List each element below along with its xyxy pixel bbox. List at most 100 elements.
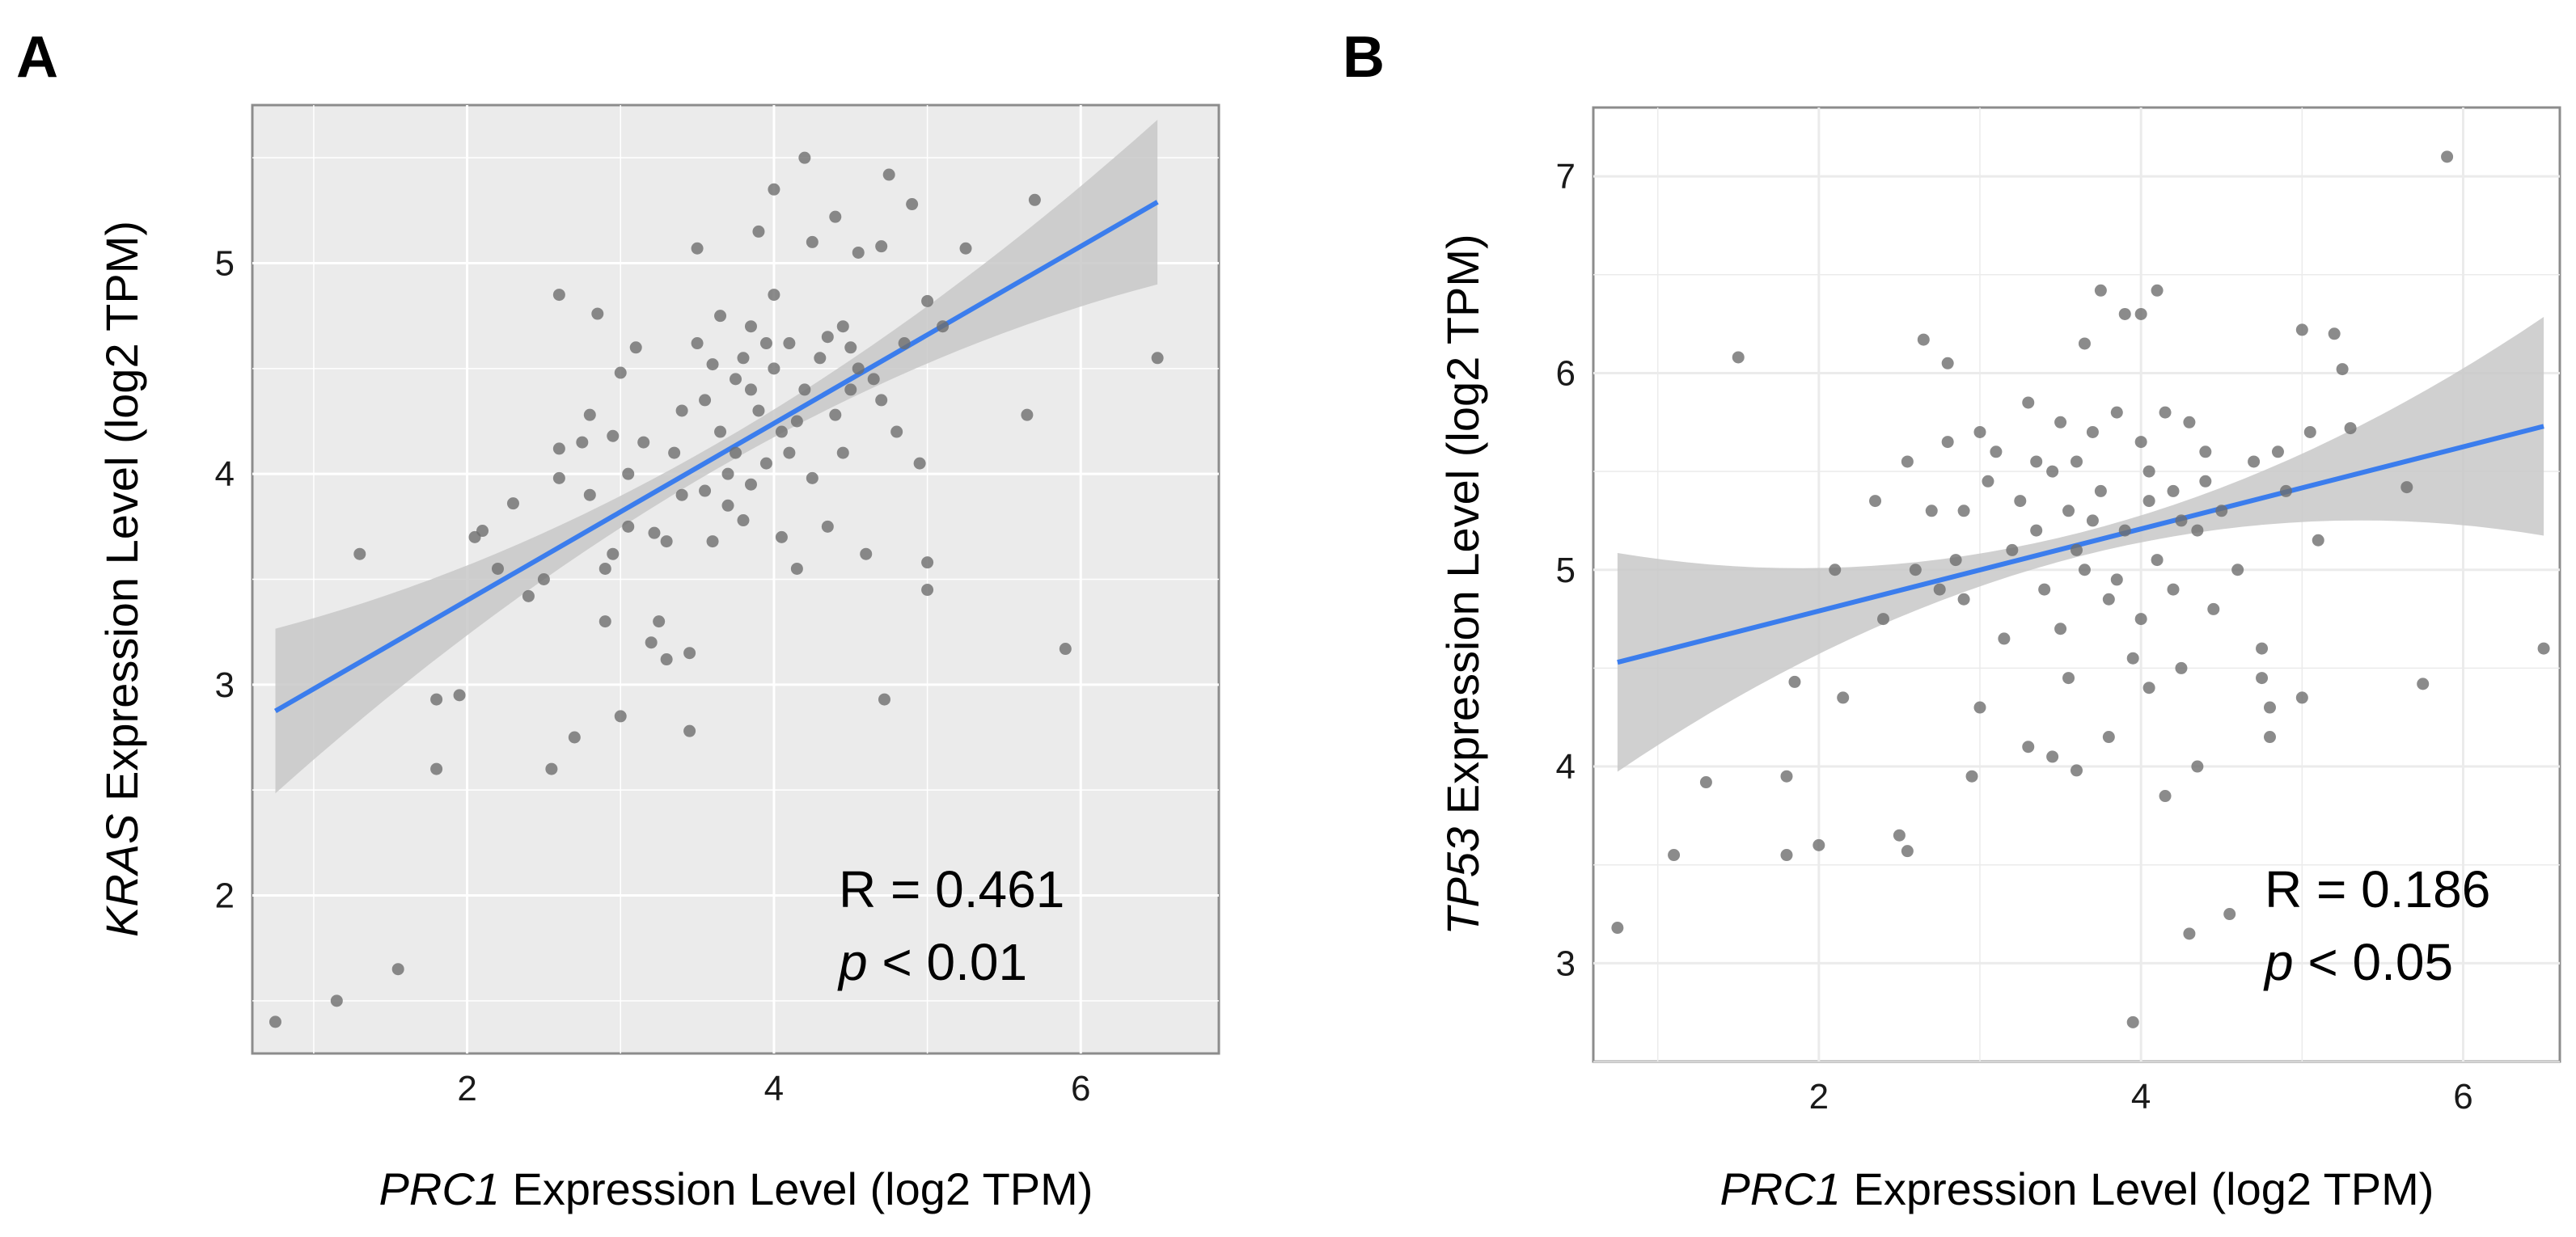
panel-b-point-28: [1998, 632, 2011, 645]
panel-a-point-67: [806, 471, 818, 484]
panel-a-point-10: [506, 497, 519, 510]
panel-b-point-24: [1973, 425, 1986, 438]
panel-a-point-94: [1028, 193, 1041, 206]
panel-a-point-15: [552, 442, 565, 455]
panel-b-x-tick-4: 4: [2131, 1077, 2151, 1117]
panel-a-y-axis-title: KRAS Expression Level (log2 TPM): [96, 221, 147, 937]
panel-a-point-19: [583, 488, 596, 501]
panel-b-point-85: [2303, 425, 2316, 438]
panel-a-point-12: [537, 573, 550, 585]
panel-a-point-21: [591, 307, 604, 320]
panel-b-point-36: [2046, 750, 2059, 763]
panel-a-point-91: [937, 320, 950, 333]
panel-a-point-41: [699, 394, 712, 407]
panel-b-y-tick-5: 5: [1556, 551, 1576, 590]
panel-b-point-73: [2215, 505, 2228, 517]
panel-a-point-16: [552, 471, 565, 484]
panel-a-point-30: [645, 636, 658, 649]
panel-b-label: B: [1343, 25, 1385, 90]
panel-a-r-value: R = 0.461: [839, 860, 1064, 918]
panel-a-point-95: [1059, 643, 1072, 656]
panel-a-point-74: [844, 341, 857, 354]
panel-a-x-tick-6: 6: [1071, 1069, 1090, 1108]
panel-a-point-31: [648, 526, 661, 539]
panel-a-point-92: [959, 242, 972, 255]
panel-a-point-85: [898, 337, 911, 350]
panel-a-point-32: [653, 615, 666, 628]
panel-a-regression-line: [273, 200, 1159, 714]
panel-a-x-title-rest: Expression Level (log2 TPM): [500, 1163, 1093, 1214]
panel-b-point-9: [1837, 691, 1850, 704]
panel-b-point-67: [2183, 416, 2196, 429]
panel-b-point-97: [2175, 514, 2188, 527]
panel-a-point-73: [836, 320, 849, 333]
panel-a-point-34: [668, 446, 681, 459]
panel-b-point-21: [1949, 554, 1962, 567]
panel-a-point-17: [568, 731, 581, 744]
panel-a-point-62: [783, 446, 796, 459]
panel-b-p-symbol: p: [2263, 933, 2294, 991]
panel-a-point-55: [759, 457, 772, 470]
panel-a-point-37: [683, 647, 696, 660]
panel-a-x-gene: PRC1: [379, 1163, 500, 1214]
panel-a-point-18: [576, 436, 589, 449]
panel-a-point-84: [890, 425, 903, 438]
panel-b-point-31: [2022, 396, 2035, 409]
panel-a-point-66: [806, 235, 818, 248]
panel-a-point-71: [829, 210, 842, 223]
panel-a-point-78: [860, 547, 873, 560]
panel-a-point-105: [744, 383, 757, 396]
panel-b-point-30: [2014, 495, 2027, 508]
panel-a-point-0: [269, 1015, 281, 1028]
panel-b-point-100: [1957, 505, 1970, 517]
panel-b-point-49: [2102, 731, 2115, 744]
panel-b-point-62: [2159, 406, 2172, 419]
panel-b-x-tick-labels: 2 4 6: [1809, 1077, 2473, 1117]
panel-b-p-text: < 0.05: [2294, 933, 2454, 991]
panel-a-point-96: [1151, 352, 1164, 365]
panel-b-point-51: [2118, 307, 2131, 320]
panel-b-point-98: [2071, 543, 2083, 556]
panel-a-y-gene: KRAS: [96, 814, 147, 938]
panel-b-point-22: [1957, 593, 1970, 606]
panel-b-point-18: [1933, 583, 1946, 596]
panel-a-point-102: [622, 467, 635, 480]
panel-b-point-53: [2126, 652, 2139, 665]
panel-b-point-32: [2022, 741, 2035, 754]
panel-a-point-52: [744, 478, 757, 491]
panel-b-point-92: [2441, 150, 2454, 163]
panel-a-point-80: [875, 240, 888, 253]
panel-a-point-42: [699, 484, 712, 497]
panel-b-point-68: [2183, 927, 2196, 940]
panel-b-point-20: [1941, 357, 1954, 369]
panel-a-point-56: [768, 183, 780, 196]
panel-b-point-46: [2094, 284, 2107, 297]
panel-b-point-79: [2264, 701, 2276, 714]
panel-b-points: [1611, 150, 2550, 1028]
panel-a-point-3: [353, 547, 366, 560]
panel-a-point-64: [798, 151, 811, 164]
panel-b-point-86: [2312, 534, 2324, 547]
panel-a-y-tick-4: 4: [215, 454, 235, 494]
panel-a-point-98: [706, 358, 719, 371]
panel-b-y-tick-7: 7: [1556, 157, 1576, 196]
panel-b-point-50: [2110, 406, 2123, 419]
panel-a-point-79: [867, 373, 880, 386]
panel-a-y-tick-3: 3: [215, 665, 235, 705]
panel-b-point-63: [2159, 790, 2172, 803]
panel-b-r-value: R = 0.186: [2265, 860, 2490, 918]
panel-b-regression-line: [1617, 424, 2544, 665]
panel-b-point-96: [2142, 465, 2155, 478]
panel-a-point-75: [844, 383, 857, 396]
panel-a-point-86: [906, 198, 919, 211]
panel-b-x-tick-6: 6: [2453, 1077, 2472, 1117]
panel-b-point-74: [2223, 908, 2236, 921]
panel-b-point-76: [2248, 455, 2261, 468]
panel-b-point-45: [2086, 425, 2099, 438]
panel-b-point-55: [2134, 307, 2147, 320]
panel-b-point-101: [2110, 573, 2123, 586]
panel-a-y-tick-5: 5: [215, 244, 235, 284]
panel-a-point-59: [775, 425, 788, 438]
panel-a-point-45: [714, 425, 727, 438]
panel-b-point-78: [2256, 672, 2269, 685]
